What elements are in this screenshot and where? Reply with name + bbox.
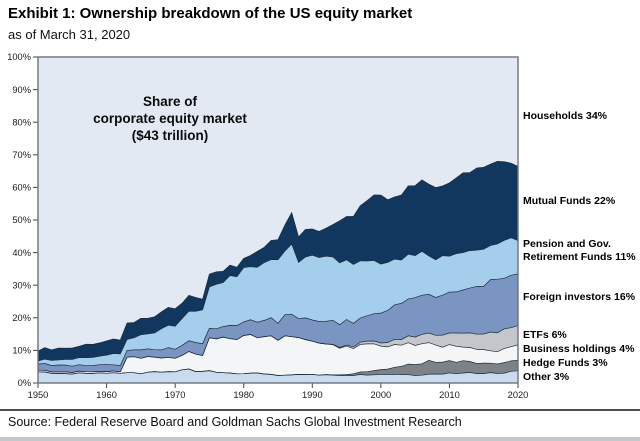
page-subtitle: as of March 31, 2020 <box>8 27 131 42</box>
svg-text:10%: 10% <box>12 346 31 356</box>
svg-text:80%: 80% <box>12 117 31 127</box>
svg-text:2010: 2010 <box>439 390 460 400</box>
annotation-line-3: ($43 trillion) <box>131 128 209 143</box>
legend-label-other: Other 3% <box>523 371 570 383</box>
svg-text:50%: 50% <box>12 215 31 225</box>
svg-text:2020: 2020 <box>508 390 529 400</box>
svg-text:1950: 1950 <box>28 390 49 400</box>
svg-text:0%: 0% <box>18 378 31 388</box>
legend-label-business-holdings: Business holdings 4% <box>523 343 635 355</box>
svg-text:1990: 1990 <box>302 390 323 400</box>
svg-text:70%: 70% <box>12 150 31 160</box>
svg-text:1980: 1980 <box>233 390 254 400</box>
svg-text:100%: 100% <box>7 52 31 62</box>
svg-text:40%: 40% <box>12 248 31 258</box>
legend-label-households: Households 34% <box>523 110 608 122</box>
svg-text:20%: 20% <box>12 313 31 323</box>
svg-text:90%: 90% <box>12 85 31 95</box>
legend-label-pension-gov-retirement: Pension and Gov. Retirement Funds 11% <box>523 238 636 263</box>
legend-label-hedge-funds: Hedge Funds 3% <box>523 357 608 369</box>
chart-annotation: Share of corporate equity market ($43 tr… <box>75 93 265 144</box>
page-title: Exhibit 1: Ownership breakdown of the US… <box>8 5 413 22</box>
svg-text:1960: 1960 <box>96 390 117 400</box>
svg-text:60%: 60% <box>12 183 31 193</box>
legend-label-mutual-funds: Mutual Funds 22% <box>523 195 616 207</box>
source-divider <box>0 409 640 411</box>
source-text: Source: Federal Reserve Board and Goldma… <box>8 415 462 429</box>
annotation-line-1: Share of <box>142 94 197 109</box>
legend-label-foreign-investors: Foreign investors 16% <box>523 291 636 303</box>
window-bottom-edge <box>0 437 640 441</box>
svg-text:2000: 2000 <box>371 390 392 400</box>
svg-text:1970: 1970 <box>165 390 186 400</box>
annotation-line-2: corporate equity market <box>93 111 247 126</box>
legend-label-etfs: ETFs 6% <box>523 329 567 341</box>
svg-text:30%: 30% <box>12 280 31 290</box>
